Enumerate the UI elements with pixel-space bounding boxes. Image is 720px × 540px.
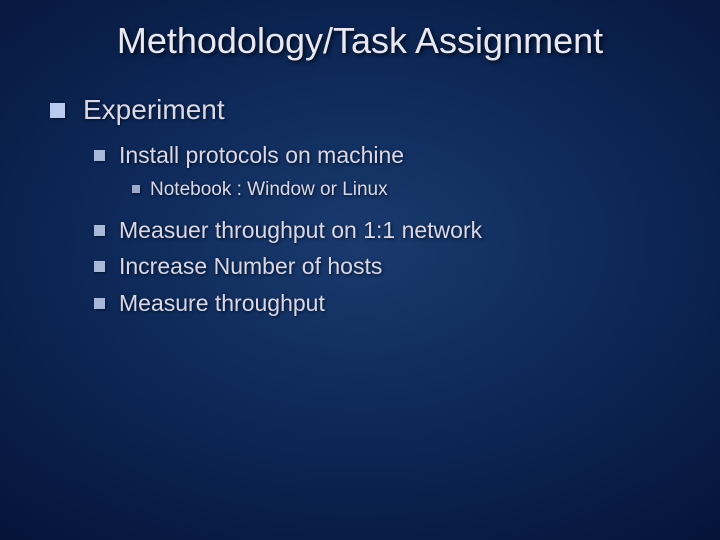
bullet-item: Increase Number of hosts xyxy=(94,252,720,281)
bullet-square-icon xyxy=(94,261,105,272)
bullet-item: Measure throughput xyxy=(94,289,720,318)
bullet-square-icon xyxy=(132,185,140,193)
slide-content: Experiment Install protocols on machine No… xyxy=(0,62,720,318)
bullet-item: Experiment xyxy=(50,92,720,127)
bullet-item: Notebook : Window or Linux xyxy=(132,178,720,202)
bullet-item: Install protocols on machine xyxy=(94,141,720,170)
bullet-square-icon xyxy=(50,103,65,118)
slide: Methodology/Task Assignment Experiment In… xyxy=(0,0,720,540)
bullet-item: Measuer throughput on 1:1 network xyxy=(94,216,720,245)
bullet-text: Experiment xyxy=(83,92,225,127)
bullet-text: Install protocols on machine xyxy=(119,141,404,170)
bullet-text: Measuer throughput on 1:1 network xyxy=(119,216,482,245)
bullet-text: Increase Number of hosts xyxy=(119,252,382,281)
bullet-square-icon xyxy=(94,298,105,309)
title-text: Methodology/Task Assignment xyxy=(117,20,603,61)
bullet-square-icon xyxy=(94,225,105,236)
bullet-text: Notebook : Window or Linux xyxy=(150,178,388,202)
slide-title: Methodology/Task Assignment xyxy=(0,0,720,62)
bullet-square-icon xyxy=(94,150,105,161)
bullet-text: Measure throughput xyxy=(119,289,325,318)
